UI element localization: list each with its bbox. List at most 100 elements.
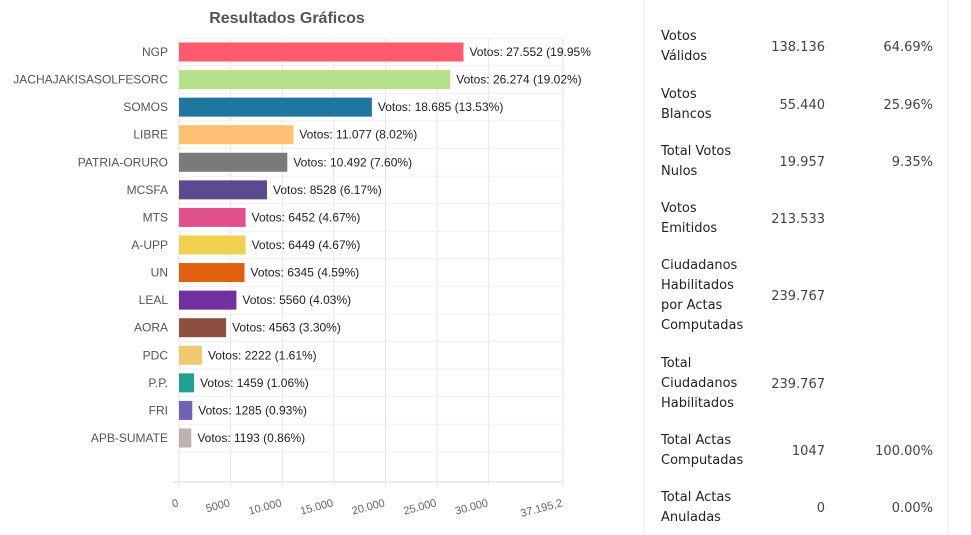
summary-label: Votos Blancos [661, 85, 761, 125]
summary-label-line: por Actas [661, 298, 723, 313]
x-tick-label: 37.195,2 [519, 497, 563, 520]
summary-percent: 0.00% [891, 500, 933, 516]
category-label: APB-SUMATE [91, 431, 168, 445]
summary-value: 0 [816, 500, 825, 516]
data-label: Votos: 18.685 (13.53%) [378, 100, 503, 114]
summary-label-line: Habilitados [661, 278, 734, 293]
summary-label-line: Computadas [661, 318, 744, 333]
summary-label-line: Ciudadanos [661, 376, 738, 391]
data-label: Votos: 6345 (4.59%) [251, 266, 360, 280]
summary-row: Total Votos Nulos 19.957 9.35% [661, 142, 933, 182]
summary-percent: 25.96% [883, 97, 933, 113]
data-label: Votos: 4563 (3.30%) [232, 321, 341, 335]
bar-leal [179, 290, 237, 310]
bar-jachajakisasolfesorc [179, 70, 451, 90]
summary-value: 55.440 [779, 97, 826, 113]
summary-label: Votos Válidos [661, 27, 761, 67]
x-tick-label: 15.000 [299, 497, 335, 517]
summary-value: 239.767 [771, 288, 825, 304]
summary-label: Ciudadanos Habilitados por Actas Computadas [661, 256, 761, 336]
summary-label-line: Ciudadanos [661, 258, 738, 273]
summary-label-line: Nulos [661, 164, 698, 179]
x-tick-label: 5000 [205, 497, 232, 515]
summary-row: Total Ciudadanos Habilitados 239.767 [661, 354, 933, 414]
summary-percent: 64.69% [883, 39, 933, 55]
summary-value: 1047 [791, 443, 825, 459]
summary-row: Votos Blancos 55.440 25.96% [661, 85, 933, 125]
summary-label-line: Total Actas [661, 490, 732, 505]
bar-chart: Resultados Gráficos 0 5000 10.000 15.000 20.0… [13, 10, 591, 520]
x-tick-label: 25.000 [402, 497, 438, 517]
category-label: JACHAJAKISASOLFESORC [13, 73, 168, 87]
data-label: Votos: 10.492 (7.60%) [293, 155, 412, 169]
summary-label-line: Habilitados [661, 396, 734, 411]
summary-label: Votos Emitidos [661, 199, 761, 239]
summary-label-line: Blancos [661, 107, 712, 122]
summary-label-line: Computadas [661, 453, 744, 468]
data-label: Votos: 1285 (0.93%) [198, 403, 307, 417]
summary-row: Votos Válidos 138.136 64.69% [661, 27, 933, 67]
category-label: MCSFA [127, 183, 168, 197]
summary-row: Total Actas Computadas 1047 100.00% [661, 431, 933, 471]
data-label: Votos: 1193 (0.86%) [197, 431, 305, 445]
category-label: MTS [143, 210, 168, 224]
bar-un [179, 263, 245, 283]
summary-value: 138.136 [771, 39, 825, 55]
summary-value: 213.533 [771, 211, 825, 227]
summary-percent: 9.35% [891, 154, 933, 170]
chart-title: Resultados Gráficos [209, 10, 365, 27]
data-label: Votos: 11.077 (8.02%) [299, 128, 417, 142]
category-label: NGP [142, 45, 168, 59]
summary-label-line: Total Actas [661, 433, 732, 448]
summary-row: Total Actas Anuladas 0 0.00% [661, 488, 933, 528]
summary-row: Votos Emitidos 213.533 [661, 199, 933, 239]
data-label: Votos: 26.274 (19.02%) [456, 73, 581, 87]
summary-label-line: Total Votos [661, 144, 732, 159]
category-label: P.P. [148, 376, 168, 390]
x-tick-label: 20.000 [351, 497, 387, 517]
summary-label: Total Votos Nulos [661, 142, 761, 182]
category-label: PDC [143, 348, 169, 362]
data-label: Votos: 2222 (1.61%) [208, 348, 317, 362]
category-label: A-UPP [131, 238, 168, 252]
data-label: Votos: 6449 (4.67%) [252, 238, 361, 252]
summary-label-line: Votos [661, 87, 697, 102]
data-label: Votos: 1459 (1.06%) [200, 376, 309, 390]
summary-panel: Votos Válidos 138.136 64.69% Votos Blancos 55.… [643, 0, 949, 535]
bar-mts [179, 207, 246, 227]
summary-label: Total Actas Computadas [661, 431, 761, 471]
category-label: UN [151, 266, 168, 280]
data-label: Votos: 6452 (4.67%) [252, 210, 361, 224]
bar-a-upp [179, 235, 246, 255]
summary-value: 239.767 [771, 376, 825, 392]
category-label: LIBRE [133, 128, 168, 142]
summary-row: Ciudadanos Habilitados por Actas Computadas… [661, 256, 933, 336]
summary-label-line: Válidos [661, 49, 708, 64]
summary-label-line: Votos [661, 29, 697, 44]
bar-patria-oruro [179, 152, 288, 172]
category-label: SOMOS [123, 100, 168, 114]
bar-mcsfa [179, 180, 268, 200]
category-label: FRI [149, 403, 168, 417]
data-label: Votos: 5560 (4.03%) [242, 293, 351, 307]
x-tick-label: 30.000 [454, 497, 490, 517]
bar-apb-sumate [179, 428, 192, 448]
bar-somos [179, 97, 372, 117]
bar-fri [179, 400, 193, 420]
summary-percent: 100.00% [875, 443, 933, 459]
data-label: Votos: 27.552 (19.95% [469, 45, 591, 59]
data-label: Votos: 8528 (6.17%) [273, 183, 382, 197]
category-label: PATRIA-ORURO [78, 155, 168, 169]
x-tick-label: 0 [171, 497, 180, 510]
category-label: AORA [134, 321, 168, 335]
bar-libre [179, 125, 294, 145]
summary-label: Total Actas Anuladas [661, 488, 761, 528]
category-label: LEAL [139, 293, 169, 307]
bar-pdc [179, 345, 202, 365]
x-tick-label: 10.000 [247, 497, 283, 517]
summary-label-line: Votos [661, 201, 697, 216]
bar-aora [179, 318, 227, 338]
summary-label-line: Total [661, 356, 692, 371]
bar-p-p- [179, 373, 195, 393]
bar-ngp [179, 42, 464, 62]
